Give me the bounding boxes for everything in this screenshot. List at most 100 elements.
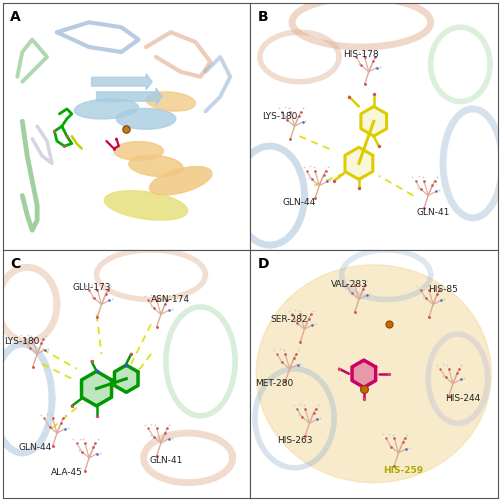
Point [275, 104, 283, 112]
Point [320, 171, 328, 179]
Point [390, 462, 398, 469]
Point [44, 344, 52, 352]
Point [390, 434, 398, 442]
Point [90, 294, 98, 302]
Point [294, 346, 302, 354]
Point [276, 346, 284, 354]
Text: GLN-44: GLN-44 [283, 198, 316, 207]
Point [110, 144, 118, 152]
Point [147, 302, 155, 310]
Point [276, 357, 283, 365]
Point [384, 441, 392, 449]
Point [360, 80, 368, 88]
Point [296, 310, 304, 318]
Point [316, 414, 324, 422]
Point [280, 114, 288, 122]
Point [361, 281, 369, 289]
Point [308, 321, 316, 329]
Point [302, 167, 310, 175]
Point [458, 361, 466, 369]
Point [346, 276, 354, 284]
Point [127, 350, 135, 358]
Point [302, 117, 310, 125]
Point [72, 439, 80, 447]
Point [141, 420, 149, 428]
Point [29, 362, 37, 370]
Point [163, 296, 171, 304]
Point [437, 296, 445, 304]
Point [23, 342, 31, 350]
Point [166, 292, 173, 300]
Point [152, 323, 160, 331]
Point [92, 282, 100, 290]
Point [358, 62, 366, 70]
Point [152, 424, 160, 432]
Point [295, 112, 303, 120]
Point [290, 400, 298, 408]
Point [18, 332, 25, 340]
Point [420, 177, 428, 185]
Point [298, 413, 306, 421]
Point [418, 173, 426, 181]
Point [102, 290, 110, 298]
Point [150, 432, 158, 440]
Text: GLU-173: GLU-173 [72, 282, 111, 292]
Ellipse shape [116, 108, 176, 129]
Point [296, 360, 304, 368]
Point [278, 108, 286, 116]
Point [48, 442, 56, 450]
Point [295, 307, 303, 315]
Point [144, 424, 152, 432]
Point [352, 53, 360, 61]
Point [398, 438, 406, 446]
Point [374, 50, 382, 58]
Point [282, 350, 290, 358]
Point [433, 361, 441, 369]
Point [152, 296, 160, 304]
Point [29, 335, 37, 343]
Text: A: A [10, 10, 20, 24]
Point [369, 58, 377, 66]
Point [384, 320, 392, 328]
Point [311, 167, 319, 175]
Point [291, 306, 299, 314]
Point [290, 354, 298, 362]
Point [296, 400, 304, 408]
Point [439, 372, 447, 380]
Point [359, 285, 367, 293]
Point [48, 414, 56, 422]
Point [330, 176, 338, 184]
Polygon shape [82, 372, 112, 406]
Point [314, 401, 322, 409]
Point [151, 292, 159, 300]
Point [296, 338, 304, 346]
Point [166, 420, 173, 428]
Point [290, 318, 298, 326]
Point [282, 378, 290, 386]
Point [309, 307, 317, 315]
Point [422, 294, 430, 302]
Text: B: B [258, 10, 268, 24]
Point [296, 412, 304, 420]
Point [371, 53, 379, 61]
Point [78, 448, 86, 456]
Point [57, 418, 65, 426]
Point [165, 306, 173, 314]
Point [273, 350, 281, 358]
Point [60, 414, 68, 422]
Point [122, 124, 130, 132]
Point [385, 430, 393, 438]
Text: MET-280: MET-280 [256, 379, 294, 388]
Point [278, 358, 286, 366]
Point [301, 404, 309, 412]
Point [324, 163, 332, 171]
Point [147, 431, 155, 439]
Point [412, 177, 420, 185]
Point [93, 450, 101, 458]
Point [141, 292, 149, 300]
Point [294, 360, 302, 368]
Point [60, 142, 68, 150]
Point [428, 181, 436, 189]
Point [348, 289, 356, 297]
Ellipse shape [129, 155, 183, 176]
